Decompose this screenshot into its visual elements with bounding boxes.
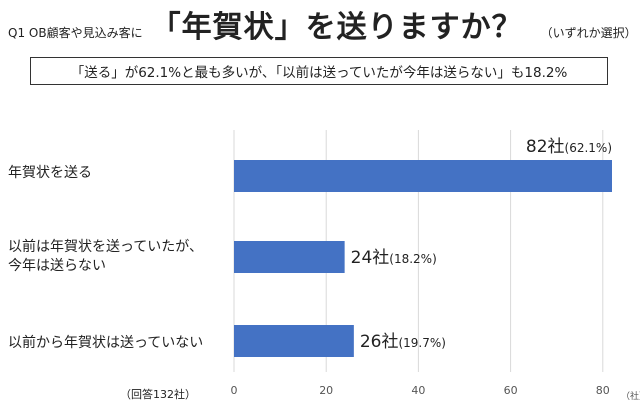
x-tick-label: 80 bbox=[596, 384, 610, 397]
category-label: 以前は年賀状を送っていたが、 今年は送らない bbox=[8, 239, 204, 274]
x-unit-label: （社） bbox=[621, 390, 640, 402]
question-label: Q1 OB顧客や見込み客に bbox=[8, 26, 143, 40]
category-label: 以前から年賀状は送っていない bbox=[8, 335, 204, 351]
category-label: 年賀状を送る bbox=[8, 165, 92, 181]
bar bbox=[234, 160, 612, 192]
bar bbox=[234, 241, 345, 273]
sample-note: （回答132社） bbox=[120, 388, 196, 401]
summary-text: 「送る」が62.1%と最も多いが、「以前は送っていたが今年は送らない」も18.2… bbox=[70, 65, 568, 81]
question-note: （いずれか選択） bbox=[540, 26, 637, 40]
question-header: Q1 OB顧客や見込み客に 「年賀状」を送りますか？ （いずれか選択） bbox=[8, 2, 637, 45]
bar bbox=[234, 325, 354, 357]
x-tick-label: 60 bbox=[504, 384, 518, 397]
x-tick-label: 20 bbox=[319, 384, 333, 397]
x-tick-label: 40 bbox=[411, 384, 425, 397]
data-label: 24社(18.2%) bbox=[351, 248, 437, 268]
x-tick-label: 0 bbox=[231, 384, 238, 397]
data-label: 82社(62.1%) bbox=[526, 137, 612, 157]
data-label: 26社(19.7%) bbox=[360, 332, 446, 352]
summary-box: 「送る」が62.1%と最も多いが、「以前は送っていたが今年は送らない」も18.2… bbox=[30, 57, 608, 85]
question-title: 「年賀状」を送りますか？ bbox=[150, 10, 523, 45]
